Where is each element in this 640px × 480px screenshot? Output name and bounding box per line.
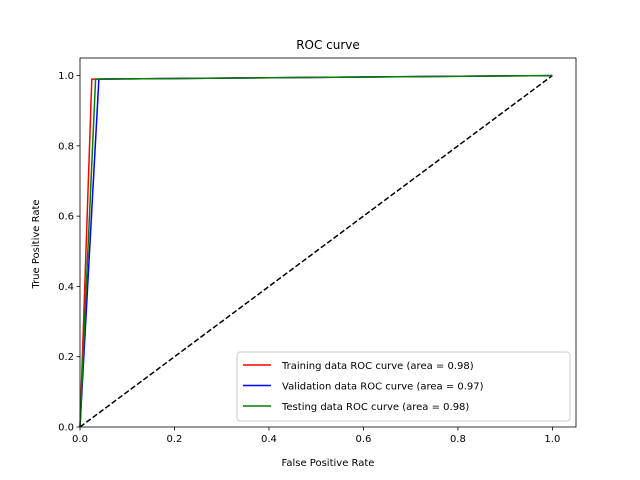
legend-entry-0: Training data ROC curve (area = 0.98): [281, 361, 474, 372]
x-tick-label: 0.6: [355, 434, 371, 445]
legend-box: [236, 351, 571, 422]
legend-entry-1: Validation data ROC curve (area = 0.97): [282, 382, 484, 393]
x-tick-label: 0.0: [72, 434, 88, 445]
x-tick-label: 0.8: [450, 434, 466, 445]
x-tick-label: 1.0: [544, 434, 560, 445]
x-tick-label: 0.4: [261, 434, 277, 445]
reference-diagonal-line: [79, 74, 553, 428]
y-tick-label: 0.8: [58, 141, 74, 152]
series-line-2: [79, 74, 553, 428]
y-tick-label: 0.4: [58, 282, 74, 293]
y-tick-label: 0.2: [58, 352, 74, 363]
y-tick-label: 1.0: [58, 71, 74, 82]
plot-area: 0.0 0.2 0.4 0.6 0.8 1.0 0.0 0.2 0.4 0.6 0.8 1.0 Trai…: [58, 57, 577, 445]
plot-frame: [79, 57, 577, 428]
y-tick-label: 0.0: [58, 423, 74, 434]
chart-title: ROC curve: [296, 38, 360, 52]
y-tick-label: 0.6: [58, 212, 74, 223]
y-axis-label: True Positive Rate: [31, 199, 42, 289]
x-tick-label: 0.2: [167, 434, 183, 445]
x-axis-label: False Positive Rate: [282, 458, 375, 469]
legend-entry-2: Testing data ROC curve (area = 0.98): [281, 402, 469, 413]
